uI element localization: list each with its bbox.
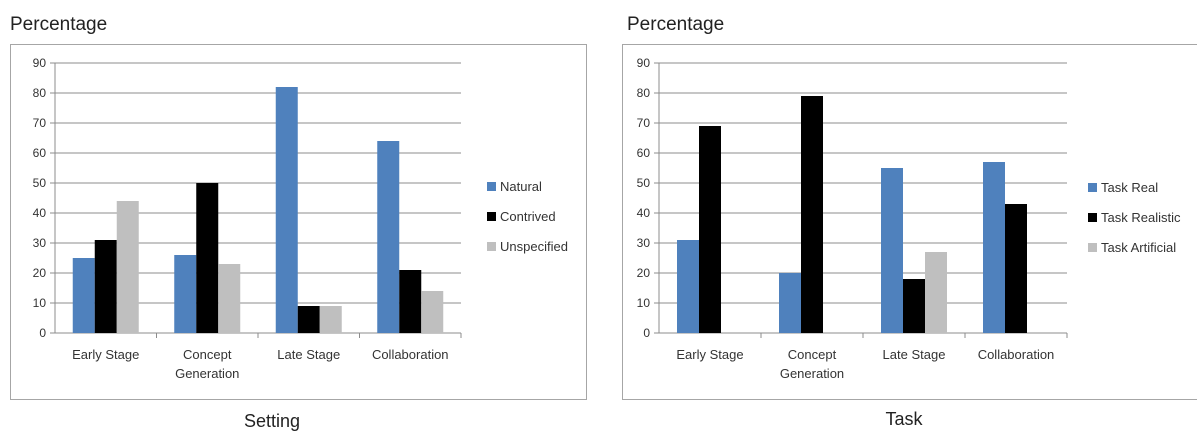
y-tick-label: 50 <box>637 176 651 190</box>
legend-swatch <box>1088 243 1097 252</box>
y-tick-label: 20 <box>637 266 651 280</box>
bar <box>881 168 903 333</box>
x-tick-label: Concept <box>183 347 232 362</box>
bar <box>779 273 801 333</box>
y-tick-label: 70 <box>637 116 651 130</box>
chart-frame: 0 10 20 30 40 50 60 70 80 90 Early Stage Concept Gen… <box>10 44 587 400</box>
bar <box>421 291 444 333</box>
y-tick-label: 40 <box>33 206 47 220</box>
x-tick-label: Generation <box>175 366 239 381</box>
x-tick-label: Late Stage <box>883 347 946 362</box>
bar <box>677 240 699 333</box>
legend-swatch <box>487 242 496 251</box>
bar <box>1005 204 1027 333</box>
bar <box>377 141 400 333</box>
legend-label: Task Realistic <box>1101 210 1181 225</box>
bar <box>196 183 219 333</box>
bar <box>297 306 320 333</box>
y-tick-label: 40 <box>637 206 651 220</box>
y-tick-label: 90 <box>637 56 651 70</box>
bar <box>174 255 197 333</box>
bar <box>801 96 823 333</box>
legend-label: Natural <box>500 179 542 194</box>
setting-bar-chart: 0 10 20 30 40 50 60 70 80 90 Early Stage Concept Gen… <box>33 56 568 381</box>
bar <box>983 162 1005 333</box>
x-axis-title: Setting <box>243 411 301 431</box>
bar <box>903 279 925 333</box>
y-tick-label: 70 <box>33 116 47 130</box>
y-tick-label: 20 <box>33 266 47 280</box>
bar <box>218 264 241 333</box>
x-tick-label: Late Stage <box>277 347 340 362</box>
y-tick-label: 30 <box>637 236 651 250</box>
bar <box>275 87 298 333</box>
legend-label: Task Artificial <box>1101 240 1176 255</box>
legend-swatch <box>487 182 496 191</box>
y-tick-label: 80 <box>33 86 47 100</box>
bar <box>94 240 117 333</box>
legend-label: Contrived <box>500 209 556 224</box>
x-axis-title: Task <box>885 409 923 429</box>
y-tick-label: 10 <box>637 296 651 310</box>
legend-label: Task Real <box>1101 180 1158 195</box>
x-tick-label: Collaboration <box>978 347 1055 362</box>
legend-label: Unspecified <box>500 239 568 254</box>
legend-swatch <box>1088 183 1097 192</box>
bar <box>116 201 139 333</box>
task-bar-chart: 0 10 20 30 40 50 60 70 80 90 Early Stage Concept Gen… <box>637 56 1181 381</box>
y-tick-label: 90 <box>33 56 47 70</box>
y-tick-label: 80 <box>637 86 651 100</box>
y-axis-title: Percentage <box>627 14 725 35</box>
x-tick-label: Concept <box>788 347 837 362</box>
legend-swatch <box>1088 213 1097 222</box>
chart-frame: 0 10 20 30 40 50 60 70 80 90 Early Stage Concept Gen… <box>622 44 1197 400</box>
y-tick-label: 0 <box>643 326 650 340</box>
bar <box>925 252 947 333</box>
y-tick-label: 60 <box>33 146 47 160</box>
x-tick-label: Early Stage <box>676 347 743 362</box>
y-tick-label: 30 <box>33 236 47 250</box>
y-axis-title: Percentage <box>10 14 108 35</box>
x-tick-label: Generation <box>780 366 844 381</box>
x-tick-label: Early Stage <box>72 347 139 362</box>
y-tick-label: 50 <box>33 176 47 190</box>
x-tick-label: Collaboration <box>372 347 449 362</box>
y-tick-label: 60 <box>637 146 651 160</box>
bar <box>699 126 721 333</box>
bar <box>319 306 342 333</box>
legend-swatch <box>487 212 496 221</box>
bar <box>72 258 95 333</box>
y-tick-label: 0 <box>39 326 46 340</box>
y-tick-label: 10 <box>33 296 47 310</box>
bar <box>399 270 422 333</box>
